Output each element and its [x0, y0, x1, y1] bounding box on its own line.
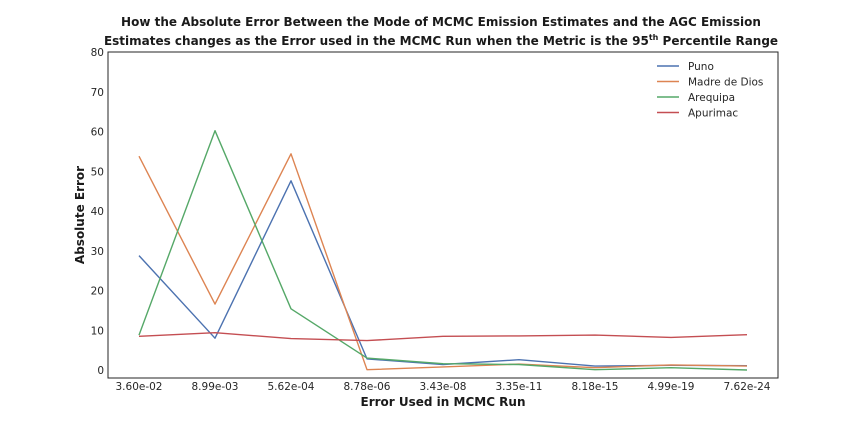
x-tick-label: 3.43e-08 [420, 381, 467, 393]
axis-ticks: 3.60e-02 8.99e-03 5.62e-04 8.78e-06 3.43e-08… [91, 47, 771, 393]
y-tick-label: 50 [91, 166, 104, 178]
x-tick-label: 4.99e-19 [648, 381, 695, 393]
y-tick-label: 20 [91, 286, 104, 298]
y-tick-label: 10 [91, 325, 104, 337]
y-tick-label: 40 [91, 206, 104, 218]
legend: Puno Madre de Dios Arequipa Apurimac [657, 61, 763, 120]
x-tick-label: 3.35e-11 [496, 381, 543, 393]
chart-title-line-1: How the Absolute Error Between the Mode … [121, 15, 761, 29]
y-axis-label: Absolute Error [73, 166, 87, 264]
series-line [138, 129, 748, 371]
legend-label: Arequipa [688, 92, 735, 104]
series-lines [138, 129, 748, 371]
x-tick-label: 7.62e-24 [724, 381, 771, 393]
y-tick-label: 0 [97, 365, 104, 377]
chart-title-line-2-main: Estimates changes as the Error used in t… [104, 34, 649, 48]
series-line [138, 332, 748, 342]
y-tick-label: 30 [91, 246, 104, 258]
legend-label: Madre de Dios [688, 77, 763, 89]
series-line [138, 153, 748, 371]
chart-title-line-2-end: Percentile Range [658, 34, 778, 48]
chart-title-line-2: Estimates changes as the Error used in t… [104, 33, 778, 48]
x-tick-label: 8.99e-03 [192, 381, 239, 393]
x-axis-label: Error Used in MCMC Run [361, 395, 526, 409]
y-tick-label: 70 [91, 87, 104, 99]
legend-label: Apurimac [688, 108, 738, 120]
legend-label: Puno [688, 61, 714, 73]
y-tick-label: 60 [91, 127, 104, 139]
plot-frame [107, 51, 779, 379]
chart-title-superscript: th [649, 33, 659, 42]
x-tick-label: 5.62e-04 [268, 381, 315, 393]
x-tick-label: 8.18e-15 [572, 381, 619, 393]
x-tick-label: 8.78e-06 [344, 381, 391, 393]
x-tick-label: 3.60e-02 [116, 381, 163, 393]
y-tick-label: 80 [91, 47, 104, 59]
